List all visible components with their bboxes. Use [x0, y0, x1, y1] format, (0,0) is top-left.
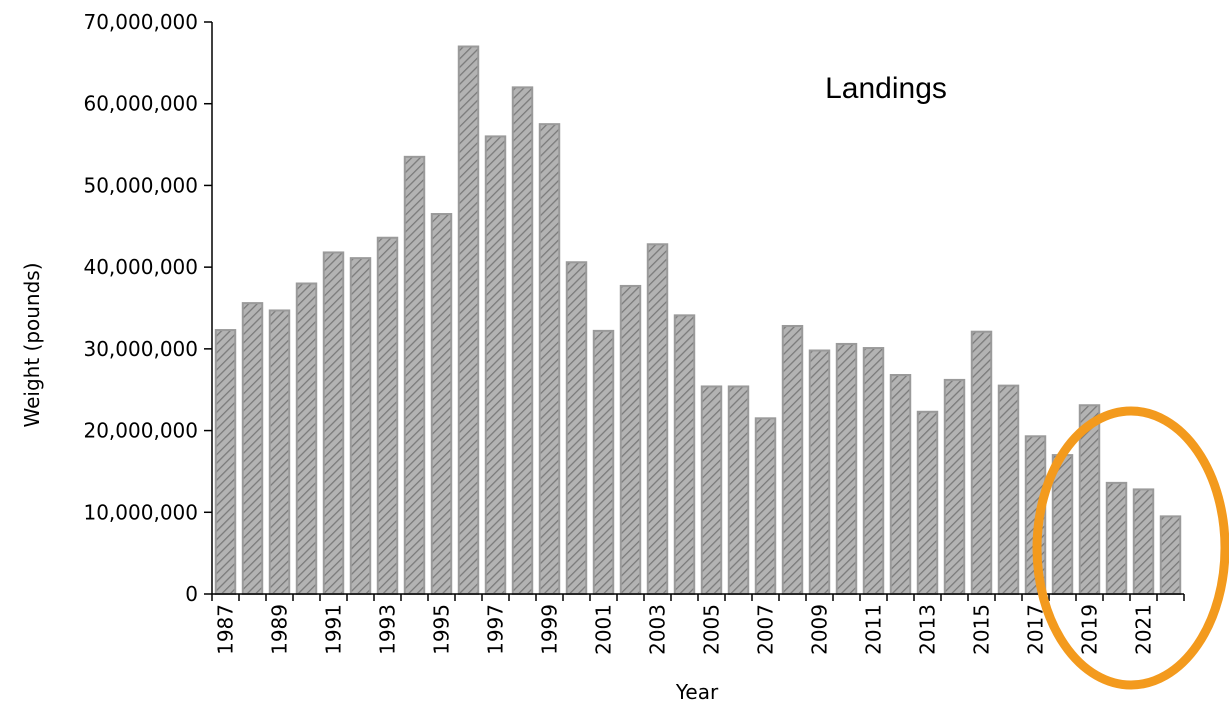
y-axis-ticks: 0 10,000,000 20,000,000 30,000,000 40,000,00… — [83, 10, 212, 606]
bar-2014 — [943, 378, 966, 595]
x-tick-label: 1989 — [268, 604, 292, 655]
y-tick-label: 50,000,000 — [83, 173, 198, 197]
bar-2003 — [646, 243, 669, 595]
y-tick-label: 20,000,000 — [83, 419, 198, 443]
bar-1990 — [295, 282, 318, 595]
bar-2009 — [808, 349, 831, 595]
x-tick-label: 1997 — [484, 604, 508, 655]
y-tick-label: 30,000,000 — [83, 337, 198, 361]
bar-2002 — [619, 284, 642, 595]
bar-2015 — [970, 330, 993, 595]
x-tick-label: 2003 — [646, 604, 670, 655]
bar-2007 — [754, 417, 777, 595]
x-tick-label: 1995 — [430, 604, 454, 655]
bar-2005 — [700, 385, 723, 596]
x-tick-label: 1999 — [538, 604, 562, 655]
y-tick-label: 70,000,000 — [83, 10, 198, 34]
bar-1989 — [268, 309, 291, 595]
highlight-ellipse — [1032, 406, 1229, 690]
y-tick-label: 0 — [185, 582, 198, 606]
x-axis-ticks: 1987 1989 1991 1993 1995 1997 1999 2001 2003 2005… — [211, 594, 1185, 655]
x-tick-label: 2013 — [916, 604, 940, 655]
bar-2022 — [1159, 515, 1182, 595]
x-tick-label: 1987 — [214, 604, 238, 655]
bar-1988 — [241, 302, 264, 595]
bar-1998 — [511, 86, 534, 596]
x-tick-label: 2019 — [1078, 604, 1102, 655]
y-tick-label: 40,000,000 — [83, 255, 198, 279]
bar-2006 — [727, 385, 750, 596]
y-tick-label: 60,000,000 — [83, 92, 198, 116]
bar-2000 — [565, 261, 588, 595]
x-tick-label: 2007 — [754, 604, 778, 655]
bar-2012 — [889, 374, 912, 596]
bar-2001 — [592, 329, 615, 595]
x-tick-label: 2005 — [700, 604, 724, 655]
x-tick-label: 2021 — [1132, 604, 1156, 655]
bar-1999 — [538, 123, 561, 595]
bar-2011 — [862, 347, 885, 596]
bar-1992 — [349, 257, 372, 595]
x-tick-label: 2001 — [592, 604, 616, 655]
bar-2020 — [1105, 481, 1128, 595]
bar-1991 — [322, 251, 345, 595]
bar-2010 — [835, 342, 858, 596]
bar-2008 — [781, 324, 804, 595]
bar-2021 — [1132, 488, 1155, 595]
x-tick-label: 1991 — [322, 604, 346, 655]
landings-annotation: Landings — [825, 72, 947, 105]
x-axis-title: Year — [675, 680, 719, 704]
bar-1993 — [376, 236, 399, 595]
y-tick-label: 10,000,000 — [83, 500, 198, 524]
bar-2016 — [997, 384, 1020, 595]
x-tick-label: 2015 — [970, 604, 994, 655]
bars-group — [214, 45, 1182, 596]
bar-1994 — [403, 155, 426, 596]
bar-1995 — [430, 213, 453, 595]
x-tick-label: 2009 — [808, 604, 832, 655]
x-tick-label: 2011 — [862, 604, 886, 655]
y-axis-title: Weight (pounds) — [20, 262, 44, 427]
bar-2013 — [916, 410, 939, 595]
bar-1987 — [214, 329, 237, 595]
bar-1997 — [484, 135, 507, 595]
bar-1996 — [457, 45, 480, 595]
bar-2004 — [673, 314, 696, 595]
x-tick-label: 1993 — [376, 604, 400, 655]
